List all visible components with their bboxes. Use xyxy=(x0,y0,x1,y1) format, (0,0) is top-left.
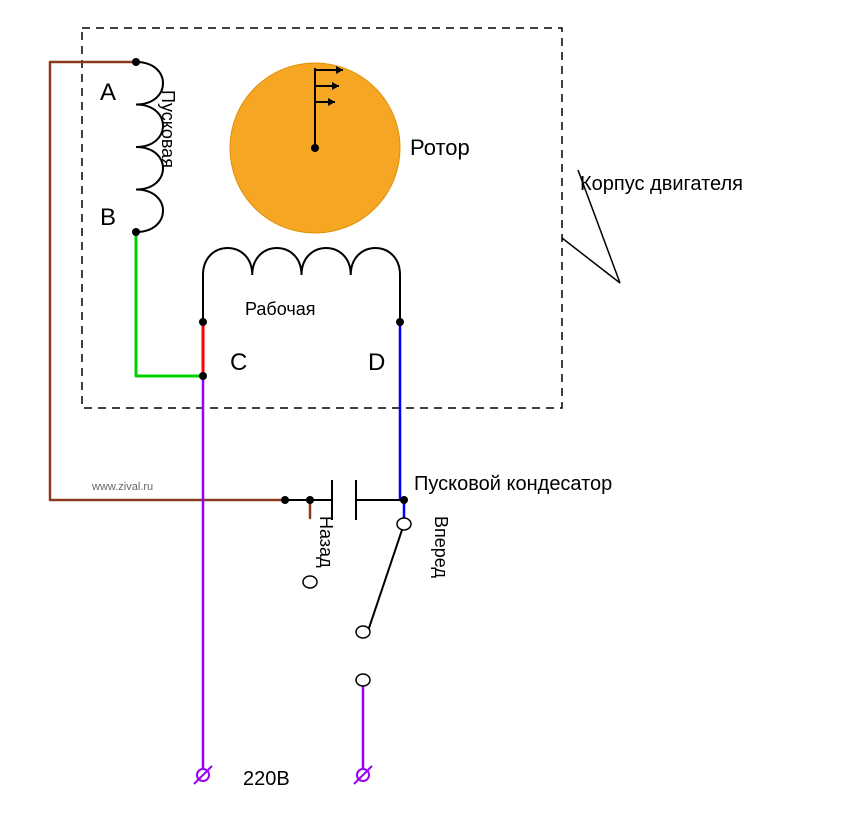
node-dot-8 xyxy=(311,144,319,152)
label-d: D xyxy=(368,349,385,376)
switch-contact-2 xyxy=(356,626,370,638)
label-korpus: Корпус двигателя xyxy=(580,173,743,195)
label-nazad: Назад xyxy=(316,516,336,568)
node-dot-6 xyxy=(400,496,408,504)
node-dot-1 xyxy=(132,228,140,236)
label-url: www.zival.ru xyxy=(91,481,153,493)
label-rotor: Ротор xyxy=(410,135,470,160)
node-dot-0 xyxy=(132,58,140,66)
switch-contact-3 xyxy=(356,674,370,686)
node-dot-7 xyxy=(306,496,314,504)
node-dot-2 xyxy=(199,318,207,326)
node-dot-5 xyxy=(281,496,289,504)
label-a: A xyxy=(100,79,116,106)
switch-contact-1 xyxy=(397,518,411,530)
switch-contact-0 xyxy=(303,576,317,588)
canvas-bg xyxy=(0,0,861,835)
node-dot-3 xyxy=(199,372,207,380)
label-puskovaya: Пусковая xyxy=(158,90,178,168)
node-dot-4 xyxy=(396,318,404,326)
label-vpered: Вперед xyxy=(431,516,451,578)
label-capacitor: Пусковой кондесатор xyxy=(414,473,612,495)
label-b: B xyxy=(100,204,116,231)
label-220v: 220В xyxy=(243,768,290,790)
label-c: C xyxy=(230,349,247,376)
label-rabochaya: Рабочая xyxy=(245,299,315,319)
